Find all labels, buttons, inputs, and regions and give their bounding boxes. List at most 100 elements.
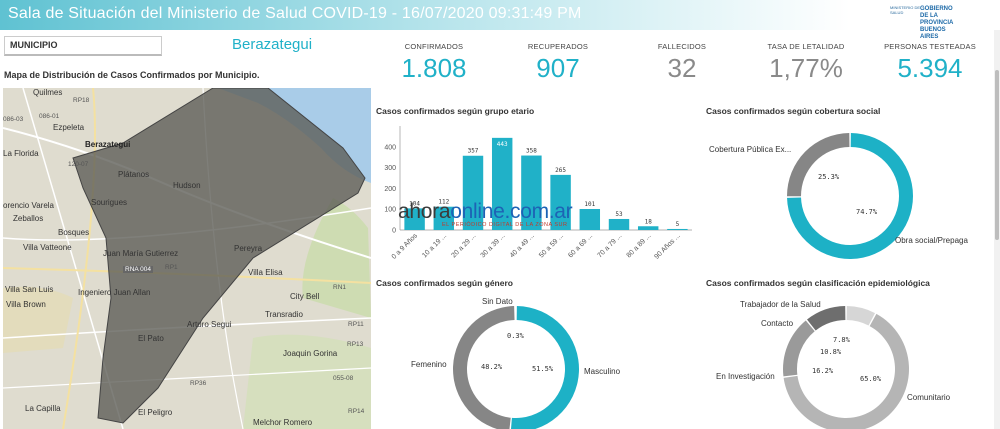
watermark-text-a: ahora [398,200,451,223]
map-place-label: Villa Elisa [248,268,283,277]
map-place-label: Bosques [58,228,90,237]
age-category-label: 0 a 9 Años [391,232,420,261]
y-tick-label: 0 [392,228,396,235]
kpi-label: TASA DE LETALIDAD [767,42,845,51]
vertical-scrollbar[interactable] [994,30,1000,429]
age-bar[interactable] [667,228,688,230]
coverage-label-obra: Obra social/Prepaga [895,236,968,245]
kpi-confirmados: CONFIRMADOS 1.808 [374,42,494,84]
municipio-filter[interactable]: MUNICIPIO [4,36,162,56]
map-place-label: Villa San Luis [5,285,54,294]
map-road-label: RNA 004 [123,266,154,273]
age-bar-value: 358 [526,148,537,155]
coverage-pct-publica: 25.3% [818,173,840,181]
epi-label-investigacion: En Investigación [716,372,775,381]
map-road-label: 055-08 [333,375,354,382]
distribution-map[interactable]: Quilmes RP18 086-03 086-01 Ezpeleta Bera… [3,88,371,429]
coverage-slice[interactable] [787,133,850,197]
gender-label-masculino: Masculino [584,367,621,376]
coverage-label-publica: Cobertura Pública Ex... [709,145,792,154]
gender-pct-masculino: 51.5% [532,365,554,373]
kpi-label: PERSONAS TESTEADAS [884,42,976,51]
scrollbar-thumb[interactable] [995,70,999,240]
gender-donut-chart[interactable] [451,304,581,429]
coverage-donut-chart[interactable] [785,131,915,261]
epi-label-trabajador: Trabajador de la Salud [740,300,821,309]
map-place-label: Sourigues [91,198,128,207]
map-place-label: orencio Varela [3,201,54,210]
age-bar-value: 5 [676,221,680,228]
map-road-label: RP36 [190,380,207,387]
age-bar-value: 443 [497,141,508,148]
map-place-label: Berazategui [85,140,131,149]
map-place-label: Hudson [173,181,201,190]
map-place-label: Plátanos [118,170,150,179]
age-bar-value: 101 [584,201,595,208]
map-place-label: El Pato [138,334,164,343]
epi-slice[interactable] [807,306,846,331]
map-place-label: Joaquin Gorina [283,349,338,358]
age-category-label: 40 a 49 ... [509,232,536,259]
map-place-label: Quilmes [33,88,63,97]
map-road-label: 120-07 [68,161,89,168]
age-bar[interactable] [521,155,542,230]
age-category-label: 30 a 39 ... [480,232,507,259]
coverage-pct-obra: 74.7% [856,208,878,216]
age-bar-value: 104 [409,200,420,207]
age-category-label: 80 a 89 ... [626,232,653,259]
age-bar-value: 18 [645,218,653,225]
kpi-label: RECUPERADOS [527,42,589,51]
map-road-label: RP14 [348,408,365,415]
page-title: Sala de Situación del Ministerio de Salu… [8,5,582,22]
gender-pct-femenino: 48.2% [481,363,503,371]
map-canvas [3,88,371,429]
age-bar-chart[interactable]: 0 100 200 300 400 104 0 a 9 Años 112 10 a 19 ...… [370,118,700,268]
map-place-label: La Capilla [25,404,61,413]
kpi-fallecidos: FALLECIDOS 32 [622,42,742,84]
age-bar[interactable] [550,174,571,230]
age-category-label: 70 a 79 ... [596,232,623,259]
map-title: Mapa de Distribución de Casos Confirmado… [4,70,260,80]
epi-donut-chart[interactable] [781,304,911,429]
epi-pct-investigacion: 16.2% [812,367,834,375]
age-bar[interactable] [637,226,659,230]
map-road-label: RP11 [348,321,364,328]
age-bar[interactable] [608,218,630,230]
gender-slice[interactable] [510,306,580,429]
epi-slice[interactable] [783,320,815,377]
y-tick-label: 100 [384,207,396,214]
kpi-label: FALLECIDOS [657,42,707,51]
epi-label-comunitario: Comunitario [907,393,951,402]
map-road-label: 086-03 [3,116,24,123]
epi-pct-contacto: 10.8% [820,348,842,356]
ministry-logo: MINISTERIO DE SALUD GOBIERNO DE LA PROVI… [890,3,960,40]
logo-main-text: GOBIERNO DE LA PROVINCIA BUENOS AIRES [920,6,954,40]
age-bar-value: 53 [615,211,623,218]
gender-slice[interactable] [453,306,515,429]
watermark-subtitle: EL PERIÓDICO DIGITAL DE LA ZONA SUR [442,222,568,228]
age-bar[interactable] [491,137,513,230]
kpi-testeadas: PERSONAS TESTEADAS 5.394 [870,42,990,84]
selected-municipio: Berazategui [232,36,313,53]
epi-label-contacto: Contacto [761,319,794,328]
epi-pct-comunitario: 65.0% [860,375,882,383]
coverage-chart-title: Casos confirmados según cobertura social [706,106,881,116]
map-place-label: La Florida [3,149,39,158]
age-bar-value: 112 [438,199,449,206]
age-bar[interactable] [433,206,455,230]
epi-slice[interactable] [846,306,876,326]
epi-pct-trabajador: 7.8% [833,336,850,344]
map-place-label: Villa Vatteone [23,243,72,252]
map-place-label: City Bell [290,292,320,301]
age-bar[interactable] [404,208,425,230]
epi-chart-title: Casos confirmados según clasificación ep… [706,278,930,288]
kpi-value: 32 [667,53,697,83]
map-place-label: Transradio [265,310,303,319]
header-bar: Sala de Situación del Ministerio de Salu… [0,0,1000,40]
kpi-label: CONFIRMADOS [404,42,464,51]
map-road-label: RN1 [333,284,347,291]
map-road-label: 086-01 [39,113,60,120]
age-bar[interactable] [579,208,601,230]
y-tick-label: 200 [384,186,396,193]
age-bar[interactable] [462,155,484,230]
